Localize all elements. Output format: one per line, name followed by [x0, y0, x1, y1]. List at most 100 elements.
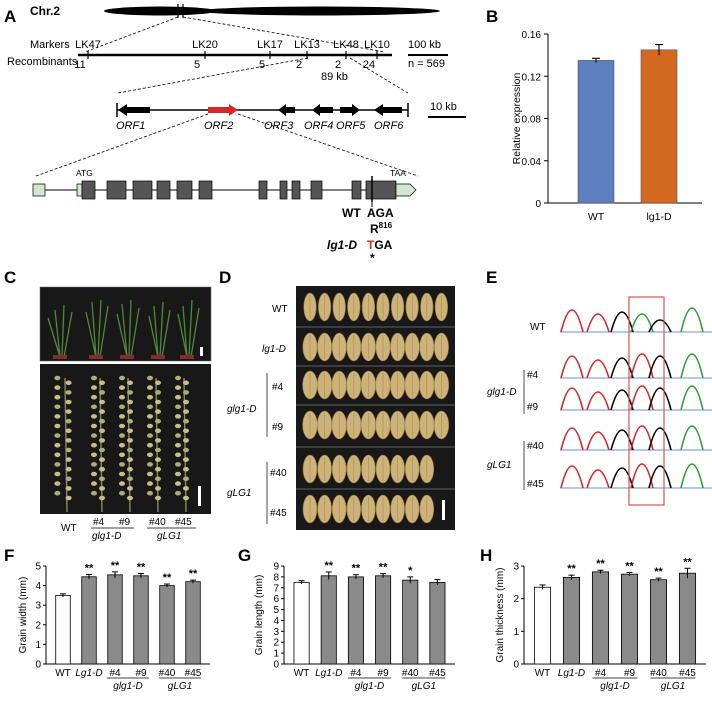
orf1-arrow — [118, 104, 150, 116]
grain-cluster — [91, 442, 97, 448]
chromatogram-peak — [560, 427, 584, 451]
c-label-4: #4 — [93, 517, 105, 528]
marker-label: LK48 — [333, 39, 359, 51]
grain-cluster — [155, 428, 161, 434]
group-label: gLG1 — [412, 681, 436, 692]
y-tick-label: 3 — [35, 601, 41, 612]
marker-label: LK13 — [294, 39, 320, 51]
grain-cluster — [91, 414, 97, 419]
y-tick-label: 4 — [273, 616, 279, 627]
d-group-glg1d: glg1-D — [227, 404, 256, 415]
grain-cluster — [183, 495, 189, 501]
chromatogram-peak — [586, 431, 610, 451]
category-label: #45 — [679, 668, 696, 679]
grain-cluster — [119, 490, 125, 496]
d-label-4: #4 — [272, 382, 284, 393]
grain-cluster — [91, 433, 97, 438]
orf2-label: ORF2 — [204, 120, 233, 132]
grain-cluster — [99, 447, 105, 453]
grain-cluster — [99, 486, 105, 491]
grain-cluster — [65, 438, 72, 443]
category-label: #40 — [159, 668, 176, 679]
grain-cluster — [99, 399, 105, 405]
orf3-arrow — [278, 104, 295, 116]
grain-cluster — [119, 433, 125, 438]
c-label-wt: WT — [61, 523, 77, 534]
panel-d-labels: WT lg1-D #4 #9 #40 #45 glg1-D gLG1 — [227, 304, 288, 524]
orf5-label: ORF5 — [336, 120, 366, 132]
grain-cluster — [127, 380, 133, 386]
grain-cluster — [119, 471, 125, 477]
y-tick-label: 1 — [35, 640, 41, 651]
grain-cluster — [127, 486, 133, 491]
mutant-label: lg1-D — [327, 238, 357, 252]
bar — [678, 572, 697, 665]
e-group-glg1d: glg1-D — [487, 387, 516, 398]
orf6-label: ORF6 — [374, 120, 404, 132]
e-label-4: #4 — [527, 370, 539, 381]
e-group-glg1: gLG1 — [487, 460, 511, 471]
grain-cluster — [127, 457, 133, 462]
y-tick-label: 1 — [513, 627, 519, 638]
e-label-45: #45 — [527, 479, 544, 490]
orf6-arrow — [374, 104, 402, 116]
grain-cluster — [91, 385, 97, 390]
category-label: #45 — [429, 668, 446, 679]
recombinant-count: 2 — [296, 59, 302, 71]
sample-size: n = 569 — [408, 58, 445, 70]
grain-cluster — [127, 418, 133, 424]
significance-stars: ** — [189, 568, 198, 580]
grain-cluster — [119, 442, 125, 448]
category-label: #40 — [650, 668, 667, 679]
significance-stars: ** — [683, 556, 692, 568]
y-tick-label: 9 — [273, 562, 279, 573]
grain-cluster — [54, 385, 61, 390]
grain-cluster — [155, 418, 161, 424]
grain-cluster — [119, 394, 125, 400]
grain-cluster — [155, 409, 161, 414]
gene-structure — [32, 176, 417, 202]
d-label-lg1d: lg1-D — [262, 344, 286, 355]
c-label-9: #9 — [119, 517, 131, 528]
significance-stars: * — [408, 565, 413, 577]
grain-cluster — [127, 438, 133, 443]
grain-cluster — [155, 457, 161, 462]
significance-stars: ** — [163, 572, 172, 584]
grain-cluster — [183, 409, 189, 414]
panel-letter-e: E — [486, 268, 497, 287]
zoom-lines-3 — [35, 113, 419, 177]
orf3-label: ORF3 — [264, 120, 294, 132]
d-label-40: #40 — [270, 468, 287, 479]
y-axis-label: Relative expression — [511, 73, 523, 165]
grain-cluster — [147, 414, 153, 419]
grain-cluster — [99, 495, 105, 501]
grain-cluster — [65, 476, 72, 482]
orf1-label: ORF1 — [116, 120, 145, 132]
chromatogram-peak — [610, 389, 634, 411]
marker-label: LK47 — [75, 39, 101, 51]
grain-cluster — [147, 490, 153, 496]
orf-labels: ORF1 ORF2 ORF3 ORF4 ORF5 ORF6 — [116, 120, 404, 132]
grain-cluster — [54, 442, 61, 448]
chromosome — [104, 4, 440, 18]
panel-letter-c: C — [4, 268, 16, 287]
grain-cluster — [175, 423, 181, 429]
group-label: gLG1 — [168, 681, 192, 692]
grain-cluster — [119, 404, 125, 410]
grain-cluster — [127, 399, 133, 405]
c-label-45: #45 — [175, 517, 192, 528]
significance-stars: ** — [85, 562, 94, 574]
grain-cluster — [147, 481, 153, 486]
category-label: #45 — [185, 668, 202, 679]
y-axis-label: Grain width (mm) — [18, 577, 29, 654]
y-axis-label: Grain length (mm) — [254, 575, 265, 656]
grain-cluster — [54, 433, 61, 438]
grain-cluster — [119, 375, 125, 381]
grain-cluster — [183, 380, 189, 386]
grain-cluster — [91, 375, 97, 381]
taa-label: TAA — [390, 168, 406, 178]
grain-cluster — [65, 409, 72, 414]
orf4-arrow — [312, 104, 333, 116]
mutant-codon: TGA — [367, 238, 393, 252]
